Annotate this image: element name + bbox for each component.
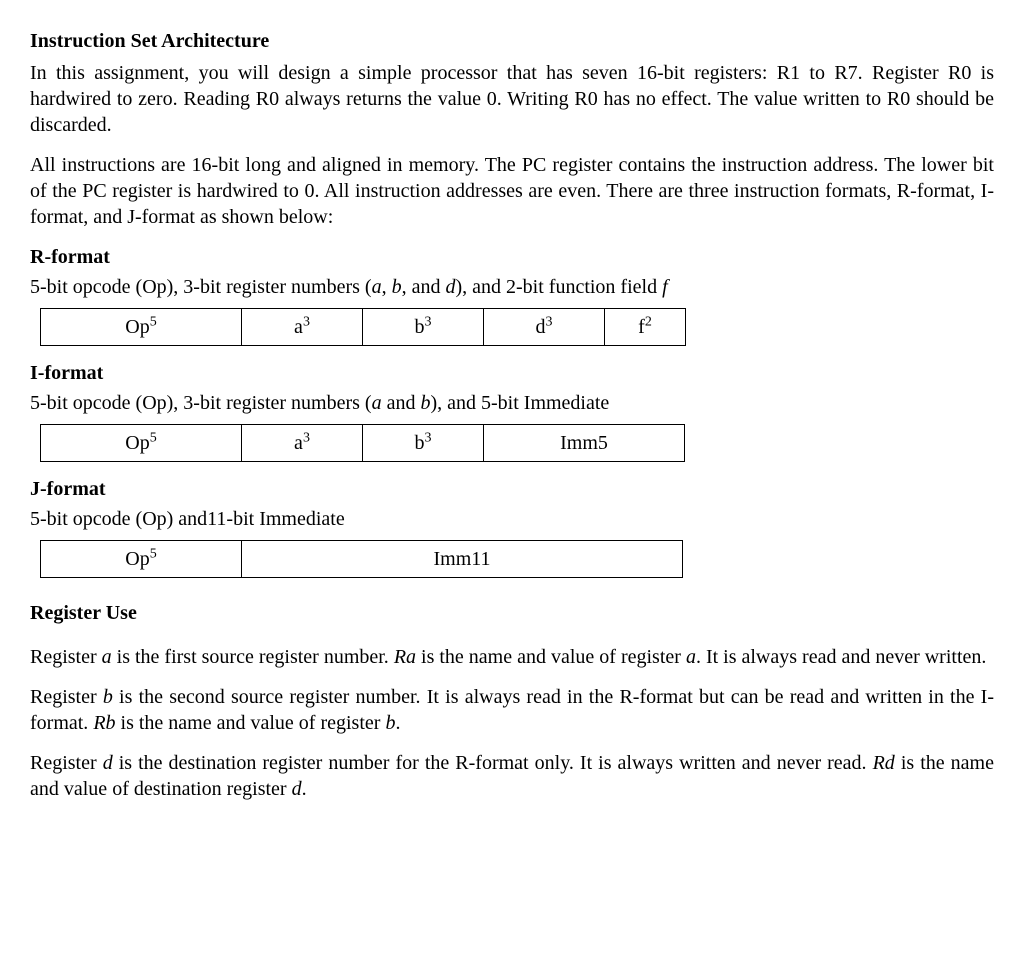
register-use-p2: Register b is the second source register… [30,684,994,736]
field-b: b3 [363,309,484,346]
text: Register [30,646,102,668]
reg-name: b [385,712,395,734]
func-f: f [662,276,668,298]
jformat-table: Op5 Imm11 [40,540,683,578]
text: Register [30,686,103,708]
reg-name: a [102,646,112,668]
field-imm: Imm11 [242,541,683,578]
reg-b: b [420,392,430,414]
text: . It is always read and never written. [696,646,986,668]
iformat-description: 5-bit opcode (Op), 3-bit register number… [30,390,994,416]
reg-a: a [372,276,382,298]
sup: 3 [303,430,310,445]
rformat-heading: R-format [30,244,994,270]
sup: 5 [150,430,157,445]
label: Imm11 [433,548,490,570]
reg-symbol: Rd [873,752,895,774]
field-op: Op5 [41,425,242,462]
label: Imm5 [560,432,608,454]
field-imm: Imm5 [484,425,685,462]
text: , [382,276,392,298]
intro-paragraph-2: All instructions are 16-bit long and ali… [30,152,994,230]
reg-name: a [686,646,696,668]
jformat-heading: J-format [30,476,994,502]
label: a [294,316,303,338]
reg-d: d [445,276,455,298]
text: , and [402,276,446,298]
field-a: a3 [242,309,363,346]
field-f: f2 [605,309,686,346]
label: b [415,316,425,338]
reg-name: d [292,778,302,800]
text: . [395,712,400,734]
text: ), and 2-bit function field [455,276,662,298]
sup: 5 [150,546,157,561]
reg-name: d [103,752,113,774]
sup: 3 [425,314,432,329]
field-a: a3 [242,425,363,462]
rformat-description: 5-bit opcode (Op), 3-bit register number… [30,274,994,300]
label: Op [125,432,149,454]
label: b [415,432,425,454]
reg-symbol: Rb [93,712,115,734]
text: 5-bit opcode (Op), 3-bit register number… [30,276,372,298]
reg-symbol: Ra [394,646,416,668]
field-b: b3 [363,425,484,462]
iformat-heading: I-format [30,360,994,386]
text: . [302,778,307,800]
register-use-p1: Register a is the first source register … [30,644,994,670]
intro-paragraph-1: In this assignment, you will design a si… [30,60,994,138]
label: a [294,432,303,454]
text: is the first source register number. [112,646,394,668]
label: Op [125,548,149,570]
reg-a: a [372,392,382,414]
label: Op [125,316,149,338]
text: is the destination register number for t… [113,752,873,774]
field-d: d3 [484,309,605,346]
text: Register [30,752,103,774]
text: 5-bit opcode (Op), 3-bit register number… [30,392,372,414]
sup: 3 [546,314,553,329]
rformat-table: Op5 a3 b3 d3 f2 [40,308,686,346]
text: is the name and value of register [416,646,686,668]
text: ), and 5-bit Immediate [430,392,609,414]
reg-name: b [103,686,113,708]
field-op: Op5 [41,309,242,346]
iformat-table: Op5 a3 b3 Imm5 [40,424,685,462]
field-op: Op5 [41,541,242,578]
jformat-description: 5-bit opcode (Op) and11-bit Immediate [30,506,994,532]
sup: 5 [150,314,157,329]
label: f [638,316,645,338]
register-use-heading: Register Use [30,600,994,626]
text: is the name and value of register [116,712,386,734]
register-use-p3: Register d is the destination register n… [30,750,994,802]
reg-b: b [392,276,402,298]
sup: 3 [425,430,432,445]
label: d [536,316,546,338]
page-title: Instruction Set Architecture [30,28,994,54]
text: and [382,392,421,414]
sup: 2 [645,314,652,329]
sup: 3 [303,314,310,329]
